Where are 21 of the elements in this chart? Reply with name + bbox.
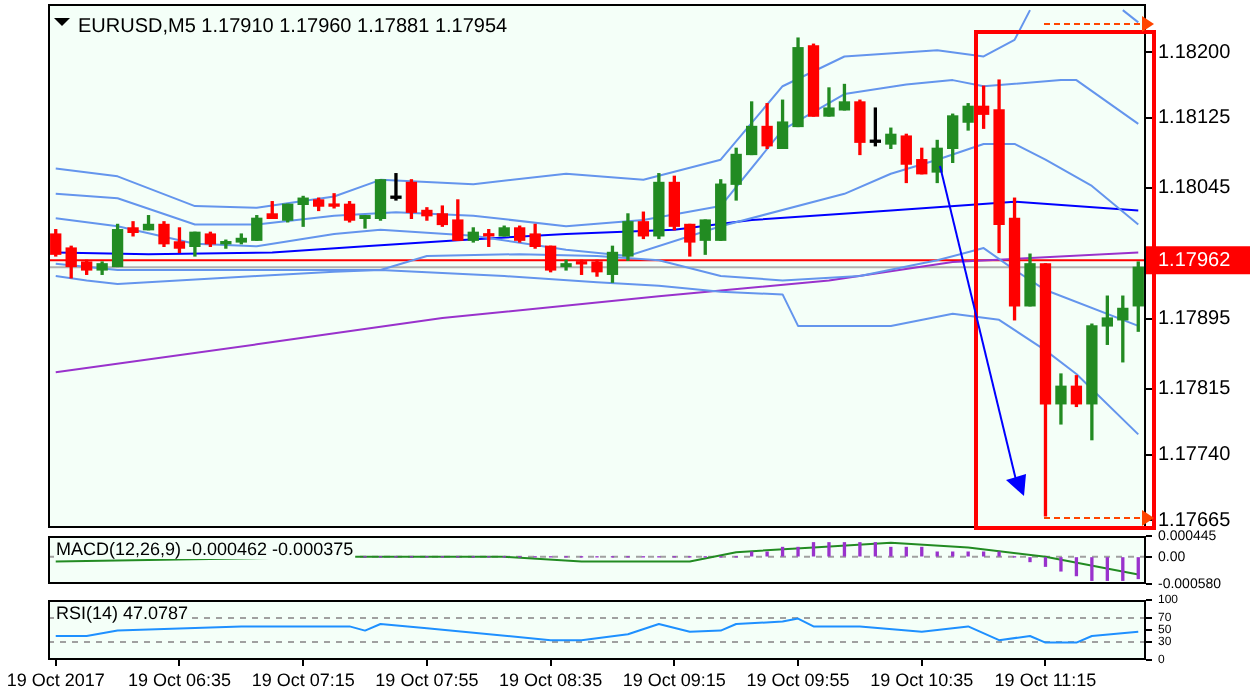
y-tick-label: 1.17815 xyxy=(1158,378,1232,401)
x-tick-label: 19 Oct 07:55 xyxy=(375,669,479,690)
y-tick-label: 1.18045 xyxy=(1158,177,1232,200)
text: EURUSD,M5 1.17910 1.17960 1.17881 1.17954 xyxy=(78,15,509,38)
y-tick-label: 1.17740 xyxy=(1158,444,1232,467)
x-tick-label: 19 Oct 10:35 xyxy=(870,669,974,690)
y-tick-label: 1.18200 xyxy=(1158,41,1232,64)
chart-title: MACD(12,26,9) -0.000462 -0.000375 xyxy=(56,538,354,559)
x-tick-label: 19 Oct 06:35 xyxy=(127,669,231,690)
y-tick-label: 1.18125 xyxy=(1158,107,1232,130)
x-tick-label: 19 Oct 11:15 xyxy=(994,669,1097,690)
x-tick-label: 19 Oct 09:55 xyxy=(746,669,850,690)
x-tick-label: 19 Oct 07:15 xyxy=(251,669,355,690)
x-tick-label: 19 Oct 08:35 xyxy=(499,669,603,690)
y-tick-label: 1.17665 xyxy=(1158,509,1232,532)
x-tick-label: 19 Oct 09:15 xyxy=(622,669,726,690)
ref-line-label: 1.17962 xyxy=(1158,249,1232,272)
candlestick xyxy=(390,173,402,201)
chart-title: RSI(14) 47.0787 xyxy=(56,602,189,623)
y-tick-label: 1.17895 xyxy=(1158,308,1232,331)
x-tick-label: 19 Oct 2017 xyxy=(6,669,105,690)
